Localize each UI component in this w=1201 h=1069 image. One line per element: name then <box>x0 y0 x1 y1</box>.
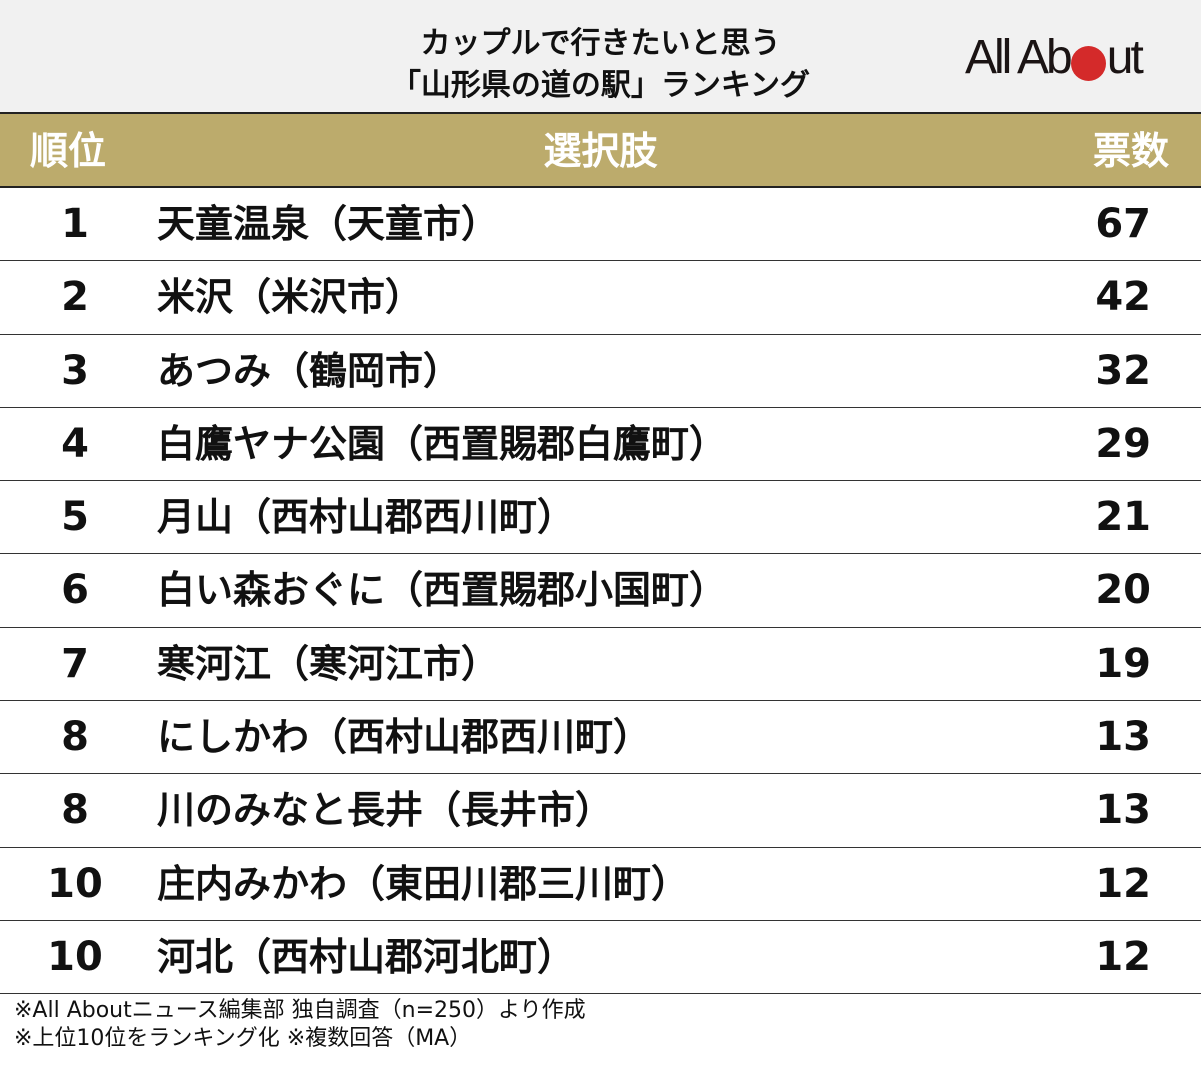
footnotes: ※All Aboutニュース編集部 独自調査（n=250）より作成 ※上位10位… <box>14 997 586 1053</box>
table-row: 10 庄内みかわ（東田川郡三川町） 12 <box>0 848 1201 921</box>
votes-cell: 13 <box>1095 714 1151 761</box>
column-header-name: 選択肢 <box>543 129 658 173</box>
votes-cell: 29 <box>1095 420 1151 467</box>
votes-cell: 12 <box>1095 860 1151 907</box>
table-row: 6 白い森おぐに（西置賜郡小国町） 20 <box>0 554 1201 628</box>
allabout-logo: All Ab ut <box>965 31 1144 84</box>
table-row: 8 にしかわ（西村山郡西川町） 13 <box>0 701 1201 775</box>
rank-cell: 8 <box>61 787 89 834</box>
name-cell: 河北（西村山郡河北町） <box>157 934 576 979</box>
name-cell: 月山（西村山郡西川町） <box>157 495 576 540</box>
votes-cell: 21 <box>1095 494 1151 541</box>
votes-cell: 20 <box>1095 567 1151 614</box>
rank-cell: 10 <box>47 860 103 907</box>
chart-header: カップルで行きたいと思う 「山形県の道の駅」ランキング All Ab ut <box>0 0 1201 114</box>
votes-cell: 12 <box>1095 933 1151 980</box>
table-row: 3 あつみ（鶴岡市） 32 <box>0 335 1201 408</box>
name-cell: 庄内みかわ（東田川郡三川町） <box>157 861 690 906</box>
name-cell: にしかわ（西村山郡西川町） <box>157 715 652 760</box>
name-cell: 寒河江（寒河江市） <box>157 641 500 686</box>
rank-cell: 2 <box>61 274 89 321</box>
logo-red-dot-icon <box>1070 45 1106 81</box>
name-cell: 白い森おぐに（西置賜郡小国町） <box>157 568 728 613</box>
votes-cell: 19 <box>1095 640 1151 687</box>
title-line-1: カップルで行きたいと思う <box>420 26 781 61</box>
name-cell: 川のみなと長井（長井市） <box>157 788 614 833</box>
column-header-row: 選択肢 順位 票数 <box>0 114 1201 188</box>
table-row: 8 川のみなと長井（長井市） 13 <box>0 774 1201 848</box>
footnote-2: ※上位10位をランキング化 ※複数回答（MA） <box>14 1026 472 1051</box>
table-row: 7 寒河江（寒河江市） 19 <box>0 628 1201 702</box>
rank-cell: 7 <box>61 640 89 687</box>
votes-cell: 32 <box>1095 347 1151 394</box>
logo-text-before: All Ab <box>965 31 1073 84</box>
rank-cell: 5 <box>61 494 89 541</box>
rank-cell: 8 <box>61 714 89 761</box>
table-row: 1 天童温泉（天童市） 67 <box>0 188 1201 262</box>
column-header-rank: 順位 <box>30 129 107 173</box>
name-cell: 白鷹ヤナ公園（西置賜郡白鷹町） <box>157 421 728 466</box>
name-cell: 天童温泉（天童市） <box>157 202 500 246</box>
logo-text-after: ut <box>1106 31 1144 84</box>
column-header-votes: 票数 <box>1092 129 1169 173</box>
rank-cell: 3 <box>61 347 89 394</box>
rank-cell: 6 <box>61 567 89 614</box>
ranking-table: 1 天童温泉（天童市） 67 2 米沢（米沢市） 42 3 あつみ（鶴岡市） 32 4 白鷹ヤナ公園… <box>0 188 1201 995</box>
table-row: 2 米沢（米沢市） 42 <box>0 261 1201 335</box>
name-cell: 米沢（米沢市） <box>157 275 424 320</box>
table-row: 10 河北（西村山郡河北町） 12 <box>0 921 1201 995</box>
title-line-2: 「山形県の道の駅」ランキング <box>390 68 811 103</box>
rank-cell: 1 <box>61 201 89 247</box>
name-cell: あつみ（鶴岡市） <box>157 348 462 393</box>
rank-cell: 10 <box>47 933 103 980</box>
table-row: 5 月山（西村山郡西川町） 21 <box>0 481 1201 555</box>
votes-cell: 67 <box>1095 201 1151 247</box>
rank-cell: 4 <box>61 420 89 467</box>
votes-cell: 13 <box>1095 787 1151 834</box>
table-row: 4 白鷹ヤナ公園（西置賜郡白鷹町） 29 <box>0 408 1201 482</box>
footnote-1: ※All Aboutニュース編集部 独自調査（n=250）より作成 <box>14 998 586 1023</box>
votes-cell: 42 <box>1095 274 1151 321</box>
